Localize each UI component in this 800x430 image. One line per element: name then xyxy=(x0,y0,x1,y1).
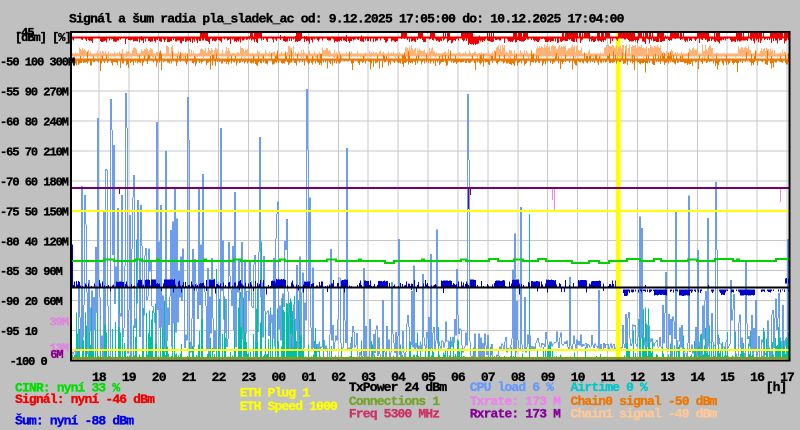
svg-text:09: 09 xyxy=(541,370,556,385)
svg-text:13: 13 xyxy=(660,370,675,385)
svg-text:-65 70 210M: -65 70 210M xyxy=(0,146,69,160)
svg-text:[h]: [h] xyxy=(766,380,787,395)
svg-text:ETH Plug 1: ETH Plug 1 xyxy=(240,386,311,401)
svg-text:07: 07 xyxy=(481,370,495,385)
svg-text:02: 02 xyxy=(331,370,346,385)
svg-text:06: 06 xyxy=(451,370,466,385)
svg-text:[dBm] [%]: [dBm] [%] xyxy=(15,31,71,45)
svg-text:ETH Speed 1000: ETH Speed 1000 xyxy=(240,399,338,414)
svg-text:-60 80 240M: -60 80 240M xyxy=(0,116,69,130)
svg-text:-70 60 180M: -70 60 180M xyxy=(0,175,69,189)
svg-text:13M: 13M xyxy=(50,341,69,355)
svg-text:12: 12 xyxy=(631,370,646,385)
svg-text:Freq 5300 MHz: Freq 5300 MHz xyxy=(349,406,439,421)
svg-text:39M: 39M xyxy=(50,315,69,329)
svg-text:CPU load 6 %: CPU load 6 % xyxy=(470,380,554,395)
svg-text:Rxrate: 173 M: Rxrate: 173 M xyxy=(470,406,561,421)
svg-text:Txrate: 173 M: Txrate: 173 M xyxy=(470,394,561,409)
svg-text:05: 05 xyxy=(421,370,436,385)
svg-text:-85 30 90M: -85 30 90M xyxy=(0,265,63,279)
svg-text:17: 17 xyxy=(780,370,794,385)
svg-text:Chain1 signal -49 dBm: Chain1 signal -49 dBm xyxy=(571,406,718,421)
svg-text:04: 04 xyxy=(391,370,406,385)
svg-text:10: 10 xyxy=(571,370,586,385)
svg-text:15: 15 xyxy=(720,370,735,385)
svg-text:Signál a šum radia pla_sladek_: Signál a šum radia pla_sladek_ac od: 9.1… xyxy=(69,11,625,26)
svg-text:Airtime 0 %: Airtime 0 % xyxy=(571,380,649,395)
svg-text:03: 03 xyxy=(361,370,376,385)
svg-text:6M: 6M xyxy=(50,348,63,362)
svg-text:TxPower 24 dBm: TxPower 24 dBm xyxy=(349,380,447,395)
svg-text:22: 22 xyxy=(212,370,227,385)
svg-text:Chain0 signal -50 dBm: Chain0 signal -50 dBm xyxy=(571,394,718,409)
svg-text:Connections 1: Connections 1 xyxy=(349,394,440,409)
svg-text:11: 11 xyxy=(601,370,616,385)
svg-text:08: 08 xyxy=(511,370,526,385)
svg-text:Šum: nyní -88 dBm: Šum: nyní -88 dBm xyxy=(15,413,134,428)
svg-text:-80 40 120M: -80 40 120M xyxy=(0,235,69,249)
svg-text:16: 16 xyxy=(750,370,765,385)
svg-text:23: 23 xyxy=(242,370,257,385)
svg-text:00: 00 xyxy=(271,370,286,385)
svg-text:CINR: nyní 33 %: CINR: nyní 33 % xyxy=(15,381,120,396)
svg-text:-50 100 300M: -50 100 300M xyxy=(0,56,75,70)
svg-text:Signál: nyní -46 dBm: Signál: nyní -46 dBm xyxy=(15,392,155,407)
svg-text:19: 19 xyxy=(122,370,137,385)
svg-text:14: 14 xyxy=(690,370,705,385)
svg-text:21: 21 xyxy=(182,370,197,385)
svg-text:-45: -45 xyxy=(15,26,34,40)
svg-text:-100 0: -100 0 xyxy=(10,355,48,369)
svg-text:-75 50 150M: -75 50 150M xyxy=(0,205,69,219)
svg-text:-95 10: -95 10 xyxy=(0,325,38,339)
svg-text:18: 18 xyxy=(92,370,107,385)
svg-text:20: 20 xyxy=(152,370,167,385)
svg-text:01: 01 xyxy=(301,370,316,385)
svg-text:-90 20 60M: -90 20 60M xyxy=(0,295,63,309)
svg-text:-55 90 270M: -55 90 270M xyxy=(0,86,69,100)
